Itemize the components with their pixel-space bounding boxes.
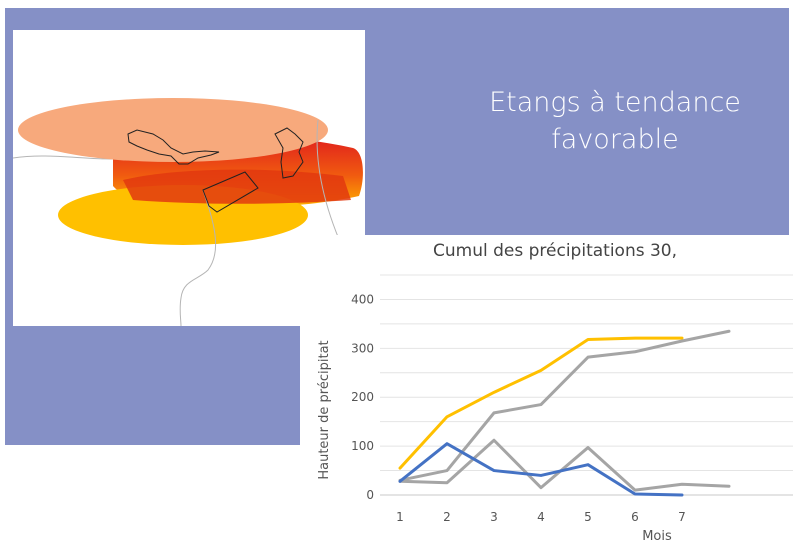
map-road — [179, 189, 217, 326]
map-parcel-outline — [274, 127, 304, 179]
chart-title: Cumul des précipitations 30, — [433, 241, 677, 261]
x-tick-label: 2 — [443, 510, 451, 524]
x-axis-label: Mois — [642, 529, 672, 544]
series-line-1 — [398, 336, 684, 470]
series-line-2 — [398, 329, 731, 482]
x-tick-label: 4 — [537, 510, 545, 524]
x-tick-label: 7 — [678, 510, 686, 524]
line-chart: Cumul des précipitations 30, Hauteur de … — [300, 235, 793, 546]
x-tick-label: 5 — [584, 510, 592, 524]
map-orange-zone — [18, 98, 328, 162]
slide-title-line1: Etangs à tendance — [489, 87, 741, 118]
x-tick-label: 3 — [490, 510, 498, 524]
chart-svg: Cumul des précipitations 30, Hauteur de … — [317, 241, 793, 544]
series-line-3 — [398, 438, 731, 492]
map-svg — [13, 98, 365, 326]
x-tick-label: 1 — [396, 510, 404, 524]
y-tick-label: 300 — [351, 341, 374, 355]
map-parcel-outline — [202, 171, 259, 213]
y-tick-label: 0 — [366, 488, 374, 502]
series-line-4 — [398, 442, 684, 497]
map-parcel-outline — [127, 129, 220, 165]
y-tick-label: 400 — [351, 292, 374, 306]
y-tick-label: 100 — [351, 439, 374, 453]
x-tick-label: 6 — [631, 510, 639, 524]
slide-title-line2: favorable — [551, 124, 679, 155]
map-image — [13, 30, 365, 326]
y-tick-label: 200 — [351, 390, 374, 404]
slide-title: Etangs à tendance favorable — [440, 84, 790, 158]
y-axis-label: Hauteur de précipitat — [317, 340, 332, 479]
map-red-core — [123, 169, 351, 204]
